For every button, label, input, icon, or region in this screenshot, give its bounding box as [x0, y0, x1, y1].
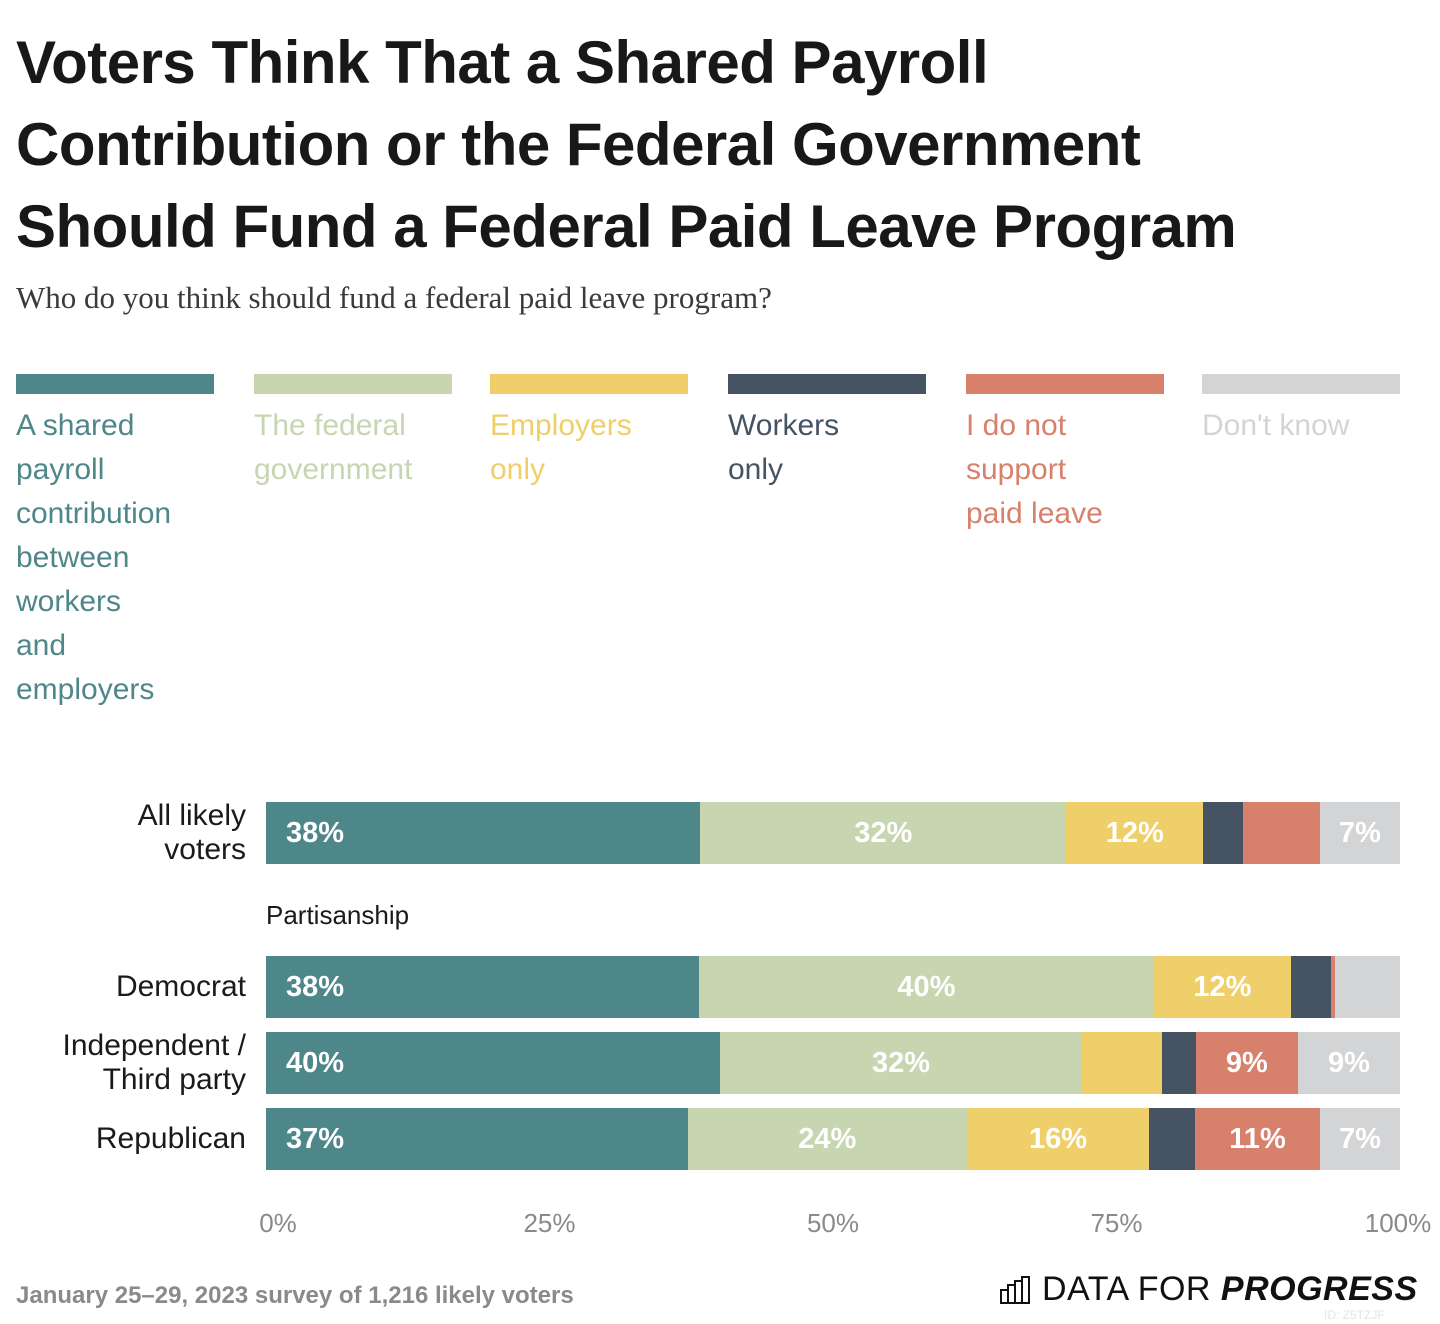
bar-segment: 40% — [266, 1032, 720, 1094]
legend-swatch — [254, 374, 452, 394]
row-label: Democrat — [115, 970, 246, 1003]
stacked-bar: 38% 40% 12% — [266, 956, 1400, 1018]
axis-tick-label: 75% — [1090, 1208, 1143, 1238]
segment-value: 32% — [872, 1046, 931, 1079]
title-line-3: Should Fund a Federal Paid Leave Program — [16, 193, 1237, 260]
title-line-1: Voters Think That a Shared Payroll — [16, 29, 989, 96]
row-label: All likely voters — [137, 799, 246, 866]
brand-logo: DATA FOR PROGRESS — [1000, 1270, 1418, 1309]
legend-label: Employers only — [490, 409, 632, 486]
segment-value: 7% — [1338, 816, 1381, 849]
bar-segment — [1203, 802, 1244, 864]
title-line-2: Contribution or the Federal Government — [16, 111, 1141, 178]
chart-subtitle: Who do you think should fund a federal p… — [16, 280, 772, 315]
bar-segment — [1335, 956, 1400, 1018]
bar-segment — [1082, 1032, 1162, 1094]
legend-swatch — [966, 374, 1164, 394]
segment-value: 9% — [1225, 1046, 1268, 1079]
segment-value: 38% — [286, 816, 345, 849]
segment-value: 32% — [854, 816, 913, 849]
row-label: Republican — [95, 1122, 246, 1155]
axis-tick-label: 25% — [523, 1208, 576, 1238]
stacked-bar: 37% 24% 16% 11% 7% — [266, 1108, 1400, 1170]
legend-label: I do not support paid leave — [966, 409, 1103, 530]
legend-swatch — [16, 374, 214, 394]
legend-swatch — [490, 374, 688, 394]
segment-value: 12% — [1193, 970, 1252, 1003]
axis-tick-label: 0% — [259, 1208, 297, 1238]
stacked-bar: 38% 32% 12% 7% — [266, 802, 1400, 864]
legend-item: The federal government — [254, 374, 452, 492]
segment-value: 24% — [798, 1122, 857, 1155]
legend-item: I do not support paid leave — [966, 374, 1164, 536]
legend-item: A shared payroll contribution between worker… — [16, 374, 214, 712]
segment-value: 11% — [1229, 1122, 1286, 1155]
bar-segment: 40% — [698, 956, 1155, 1018]
axis-tick-label: 50% — [806, 1208, 860, 1238]
row-label: Independent / Third party — [62, 1029, 246, 1096]
bar-segment: 7% — [1320, 1108, 1400, 1170]
legend-label: The federal government — [254, 409, 413, 486]
chart-id: ID: Z5TZJF — [1324, 1308, 1385, 1322]
legend-item: Workers only — [728, 374, 926, 492]
brand-name: DATA FOR PROGRESS — [1042, 1270, 1418, 1308]
bar-segment: 12% — [1066, 802, 1204, 864]
segment-value: 37% — [286, 1122, 345, 1155]
bar-segment: 9% — [1297, 1032, 1400, 1094]
bar-segment: 32% — [719, 1032, 1083, 1094]
segment-value: 9% — [1327, 1046, 1370, 1079]
bar-segment — [1330, 956, 1336, 1018]
segment-value: 40% — [897, 970, 956, 1003]
legend-item: Don't know — [1202, 374, 1400, 448]
bar-segment — [1290, 956, 1331, 1018]
legend-label: Workers only — [728, 409, 840, 486]
segment-value: 38% — [286, 970, 345, 1003]
segment-value: 12% — [1105, 816, 1164, 849]
bar-segment: 16% — [966, 1108, 1150, 1170]
bar-segment: 7% — [1319, 802, 1400, 864]
bar-segment — [1243, 802, 1320, 864]
group-label-partisanship: Partisanship — [266, 900, 410, 930]
legend-swatch — [728, 374, 926, 394]
chart-title: Voters Think That a Shared Payroll Contr… — [16, 22, 1416, 268]
legend-swatch — [1202, 374, 1400, 394]
bar-segment: 38% — [266, 802, 701, 864]
segment-value: 7% — [1339, 1122, 1382, 1155]
survey-note: January 25–29, 2023 survey of 1,216 like… — [16, 1282, 574, 1309]
stacked-bar: 40% 32% 9% 9% — [266, 1032, 1400, 1094]
segment-value: 40% — [286, 1046, 345, 1079]
legend-label: Don't know — [1202, 409, 1350, 442]
bar-chart-logo-icon — [1000, 1275, 1030, 1304]
bar-segment: 37% — [266, 1108, 688, 1170]
legend-label: A shared payroll contribution between worker… — [16, 409, 172, 706]
bar-segment: 38% — [266, 956, 699, 1018]
legend: A shared payroll contribution between worker… — [16, 374, 1400, 714]
bar-segment: 12% — [1154, 956, 1291, 1018]
segment-value: 16% — [1029, 1122, 1088, 1155]
axis-tick-label: 100% — [1364, 1208, 1432, 1238]
bar-segment: 9% — [1195, 1032, 1298, 1094]
bar-segment — [1149, 1108, 1195, 1170]
bar-segment: 24% — [687, 1108, 967, 1170]
bar-segment — [1161, 1032, 1196, 1094]
legend-item: Employers only — [490, 374, 688, 492]
bar-segment: 11% — [1194, 1108, 1321, 1170]
bar-segment: 32% — [700, 802, 1067, 864]
